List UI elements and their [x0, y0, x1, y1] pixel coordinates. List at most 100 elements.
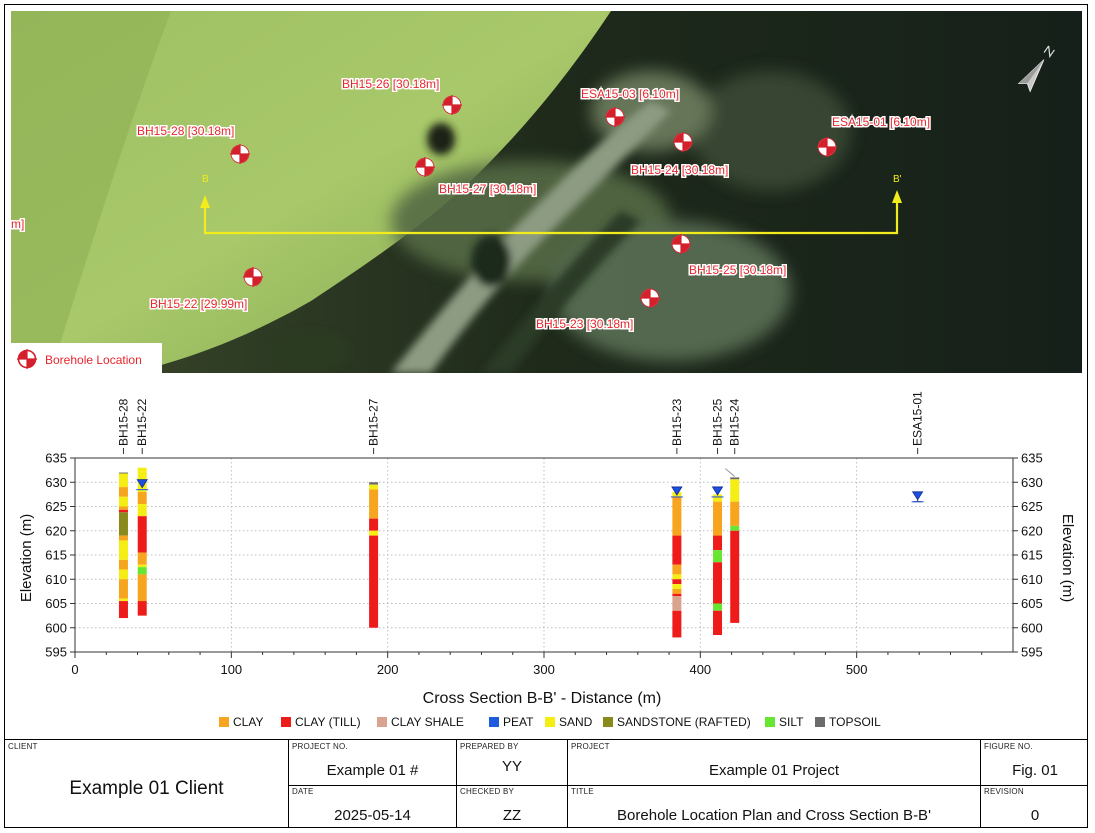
- legend-swatch: [545, 717, 555, 727]
- borehole-label: ESA15-03 [6.10m]: [581, 87, 679, 101]
- figure-no-label: FIGURE NO.: [984, 742, 1033, 751]
- checked-by-cell: CHECKED BY ZZ: [456, 785, 567, 827]
- y-tick-label-right: 600: [1021, 620, 1043, 635]
- figure-no-cell: FIGURE NO. Fig. 01: [980, 740, 1087, 785]
- revision-label: REVISION: [984, 787, 1024, 796]
- figure-no-value: Fig. 01: [1012, 762, 1058, 779]
- legend-item-peat: PEAT: [489, 715, 534, 729]
- borehole-name-label: BH15-22: [135, 398, 149, 446]
- borehole-marker-bh15-23[interactable]: BH15-23 [30.18m]: [535, 288, 660, 333]
- y-tick-label-right: 615: [1021, 548, 1043, 563]
- legend-item-silt: SILT: [765, 715, 804, 729]
- legend-label: CLAY (TILL): [295, 715, 361, 729]
- soil-layer: [672, 610, 682, 638]
- borehole-label: BH15-28 [30.18m]: [137, 124, 234, 138]
- soil-layer: [369, 535, 379, 628]
- project-no-label: PROJECT NO.: [292, 742, 348, 751]
- soil-layer: [118, 601, 128, 619]
- grid-lines: [75, 458, 1013, 652]
- legend-item-clay: CLAY: [219, 715, 263, 729]
- soil-layer: [672, 588, 682, 594]
- legend-swatch: [281, 717, 291, 727]
- soil-layer: [672, 535, 682, 565]
- soil-layer: [137, 601, 147, 616]
- borehole-label: BH15-26 [30.18m]: [342, 77, 439, 91]
- y-tick-label-right: 635: [1021, 451, 1043, 466]
- borehole-column-bh15-23[interactable]: [670, 486, 683, 638]
- soil-layer: [672, 596, 682, 611]
- soil-layer: [137, 552, 147, 565]
- soil-layer: [118, 535, 128, 541]
- soil-layer: [713, 610, 723, 636]
- soil-layer: [730, 501, 740, 526]
- borehole-marker-bh15-25[interactable]: BH15-25 [30.18m]: [671, 234, 788, 279]
- checked-by-label: CHECKED BY: [460, 787, 515, 796]
- section-line-b-b: B B': [200, 174, 902, 235]
- soil-layer: [118, 496, 128, 507]
- soil-layer: [137, 504, 147, 517]
- date-value: 2025-05-14: [334, 807, 411, 824]
- water-level-icon: [711, 486, 724, 496]
- y-axis-label-left: Elevation (m): [18, 514, 35, 602]
- soil-layer: [713, 562, 723, 604]
- borehole-name-label: BH15-25: [711, 398, 725, 446]
- soil-layer: [672, 574, 682, 580]
- soil-layer: [672, 584, 682, 589]
- title-cell: TITLE Borehole Location Plan and Cross S…: [567, 785, 980, 827]
- soil-layer: [713, 501, 723, 536]
- borehole-marker-bh15-26[interactable]: BH15-26 [30.18m]: [341, 76, 462, 115]
- borehole-column-bh15-28[interactable]: [118, 472, 128, 619]
- project-label: PROJECT: [571, 742, 610, 751]
- borehole-marker-bh15-27[interactable]: BH15-27 [30.18m]: [415, 157, 538, 198]
- soil-layer: [137, 491, 147, 505]
- project-value: Example 01 Project: [708, 762, 840, 779]
- soil-layer: [137, 467, 147, 472]
- borehole-label: ESA15-01 [6.10m]: [832, 115, 930, 129]
- borehole-marker-bh15-28[interactable]: BH15-28 [30.18m]: [136, 123, 250, 164]
- borehole-label: BH15-27 [30.18m]: [439, 182, 536, 196]
- soil-layer: [713, 550, 723, 563]
- soil-layer: [118, 487, 128, 497]
- legend-label: TOPSOIL: [829, 715, 881, 729]
- title-block: CLIENT Example 01 Client PROJECT NO. Exa…: [5, 739, 1087, 827]
- x-tick-label: 100: [220, 662, 242, 677]
- borehole-column-esa15-01[interactable]: [911, 491, 924, 503]
- legend-swatch: [815, 717, 825, 727]
- legend-label: SAND: [559, 715, 593, 729]
- y-tick-label-right: 620: [1021, 523, 1043, 538]
- borehole-column-bh15-22[interactable]: [136, 467, 149, 616]
- x-tick-label: 0: [71, 662, 78, 677]
- legend-item-clay-till: CLAY (TILL): [281, 715, 361, 729]
- borehole-column-bh15-25[interactable]: [711, 486, 724, 636]
- soil-layer: [118, 598, 128, 602]
- borehole-marker-esa15-01[interactable]: ESA15-01 [6.10m]: [817, 114, 932, 157]
- project-cell: PROJECT Example 01 Project: [567, 740, 980, 785]
- borehole-name-label: BH15-28: [116, 398, 130, 446]
- callout-leader: [725, 468, 736, 477]
- borehole-column-bh15-27[interactable]: [369, 482, 379, 628]
- revision-cell: REVISION 0: [980, 785, 1087, 827]
- y-tick-label-left: 595: [45, 645, 67, 660]
- borehole-marker-bh15-22[interactable]: BH15-22 [29.99m]: [149, 267, 263, 313]
- water-level-icon: [136, 479, 148, 489]
- legend-label: PEAT: [503, 715, 534, 729]
- borehole-marker-bh15-24[interactable]: BH15-24 [30.18m]: [630, 132, 730, 179]
- cross-section-chart: 0 100 200 300 400 500 595 595 600 600 605 605 610 610…: [18, 391, 1076, 707]
- soil-layer: [713, 535, 723, 551]
- x-axis-label: Cross Section B-B' - Distance (m): [423, 690, 662, 707]
- legend-item-topsoil: TOPSOIL: [815, 715, 881, 729]
- prepared-by-label: PREPARED BY: [460, 742, 519, 751]
- borehole-column-bh15-24[interactable]: [730, 477, 740, 623]
- soil-layer: [369, 489, 379, 519]
- borehole-location-map: B B' m] BH15-26 [30.18m] ESA15-03 [6.10m…: [11, 11, 1082, 373]
- x-tick-label: 200: [377, 662, 399, 677]
- borehole-label: BH15-25 [30.18m]: [689, 263, 786, 277]
- borehole-name-label: BH15-24: [728, 398, 742, 446]
- soil-layer: [118, 509, 128, 513]
- borehole-marker-esa15-03[interactable]: ESA15-03 [6.10m]: [580, 86, 681, 127]
- client-value: Example 01 Client: [69, 778, 224, 799]
- legend-label: SANDSTONE (RAFTED): [617, 715, 751, 729]
- soil-layer: [118, 473, 128, 488]
- borehole-name-labels: BH15-28 BH15-22 BH15-27 BH15-23 BH15-25 BH15-…: [116, 391, 925, 454]
- legend-swatch: [603, 717, 613, 727]
